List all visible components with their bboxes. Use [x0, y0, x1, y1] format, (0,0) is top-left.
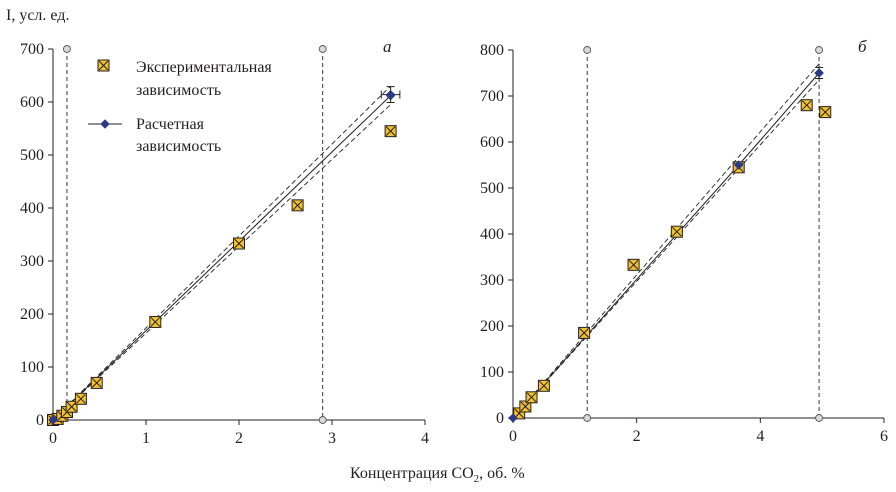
y-tick-label: 100 [20, 359, 44, 376]
reference-marker-bottom [815, 414, 824, 422]
experimental-point [578, 326, 591, 339]
y-tick-label: 500 [480, 180, 504, 197]
x-tick-label: 2 [235, 430, 243, 447]
legend-experimental-marker [97, 59, 110, 72]
y-tick-label: 600 [480, 134, 504, 151]
y-tick-label: 100 [480, 364, 504, 381]
legend: Экспериментальная зависимость Расчетная … [88, 59, 272, 155]
experimental-point [74, 392, 87, 405]
legend-experimental-line1: Экспериментальная [136, 59, 272, 76]
marker-cross [672, 226, 682, 237]
experimental-point [233, 237, 245, 250]
calculated-point [508, 413, 518, 423]
marker-cross [91, 378, 102, 388]
experimental-point [800, 99, 813, 112]
reference-marker-top [318, 45, 327, 53]
confidence-lower-line [52, 104, 391, 421]
legend-calculated-line1: Расчетная [136, 116, 205, 133]
y-axis-label: I, усл. ед. [6, 7, 69, 24]
marker-cross [526, 392, 537, 403]
reference-marker-top [62, 45, 71, 53]
panel-label: а [383, 37, 392, 56]
y-tick-label: 400 [20, 200, 44, 217]
legend-calculated-line2: зависимость [136, 138, 221, 155]
calculated-error-point [385, 89, 396, 100]
calculated-line [512, 72, 820, 419]
y-tick-label: 600 [20, 94, 44, 111]
x-tick-label: 0 [509, 428, 517, 445]
confidence-lower-line [512, 79, 820, 419]
marker-cross [539, 380, 549, 391]
experimental-point [291, 199, 304, 212]
marker-cross [385, 126, 396, 137]
x-tick-label: 3 [328, 430, 336, 447]
panel-a: 0 1 2 3 4 0 100 200 300 400 500 600 700 а [20, 37, 429, 447]
y-tick-label: 400 [480, 226, 504, 243]
x-tick-label: 0 [49, 430, 57, 447]
marker-cross [628, 259, 639, 270]
marker-cross [76, 393, 86, 404]
experimental-point [627, 258, 640, 271]
experimental-point [525, 391, 538, 404]
confidence-upper-line [512, 63, 820, 419]
marker-cross [292, 200, 303, 211]
y-tick-label: 300 [20, 253, 44, 270]
calculated-point [733, 160, 744, 170]
y-tick-label: 0 [36, 412, 44, 429]
x-axis-label: Концентрация CO2, об. % [350, 465, 525, 485]
marker-cross [520, 401, 531, 412]
x-tick-label: 4 [756, 428, 764, 445]
y-tick-label: 700 [480, 88, 504, 105]
y-tick-label: 200 [20, 306, 44, 323]
legend-experimental-line2: зависимость [136, 82, 221, 99]
marker-cross [234, 238, 244, 249]
experimental-point [149, 315, 162, 328]
experimental-point [65, 400, 78, 413]
x-tick-label: 6 [880, 428, 888, 445]
experimental-point [670, 225, 683, 238]
y-tick-label: 800 [480, 42, 504, 59]
y-tick-label: 300 [480, 272, 504, 289]
experimental-point [90, 376, 103, 389]
confidence-upper-line [52, 85, 391, 421]
legend-calculated-marker [88, 119, 122, 129]
marker-cross [150, 317, 161, 327]
calculated-point [48, 415, 58, 425]
reference-marker-bottom [583, 414, 592, 422]
reference-marker-bottom [318, 416, 327, 424]
reference-marker-top [583, 46, 592, 54]
y-tick-label: 0 [496, 410, 504, 427]
y-tick-label: 500 [20, 147, 44, 164]
y-tick-label: 700 [20, 41, 44, 58]
experimental-point [819, 106, 832, 119]
panel-b: 0 2 4 6 0 100 200 300 400 500 600 700 800 б [480, 37, 888, 445]
panel-label: б [858, 37, 867, 56]
marker-cross [801, 100, 812, 111]
experimental-point [384, 125, 397, 138]
x-tick-label: 2 [633, 428, 641, 445]
calculated-error-point [814, 68, 824, 78]
calculated-line [52, 95, 391, 421]
reference-marker-top [815, 46, 824, 54]
marker-cross [579, 328, 589, 338]
marker-cross [66, 401, 77, 412]
experimental-point [519, 400, 532, 413]
y-tick-label: 200 [480, 318, 504, 335]
experimental-point [537, 379, 550, 392]
x-tick-label: 4 [421, 430, 429, 447]
x-tick-label: 1 [142, 430, 150, 447]
marker-cross [820, 107, 831, 117]
